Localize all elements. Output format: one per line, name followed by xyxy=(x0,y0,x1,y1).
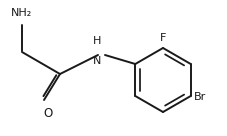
Text: NH₂: NH₂ xyxy=(11,8,33,18)
Text: Br: Br xyxy=(194,92,206,102)
Text: H: H xyxy=(93,36,101,46)
Text: N: N xyxy=(93,56,101,66)
Text: F: F xyxy=(160,33,166,43)
Text: O: O xyxy=(43,107,53,120)
